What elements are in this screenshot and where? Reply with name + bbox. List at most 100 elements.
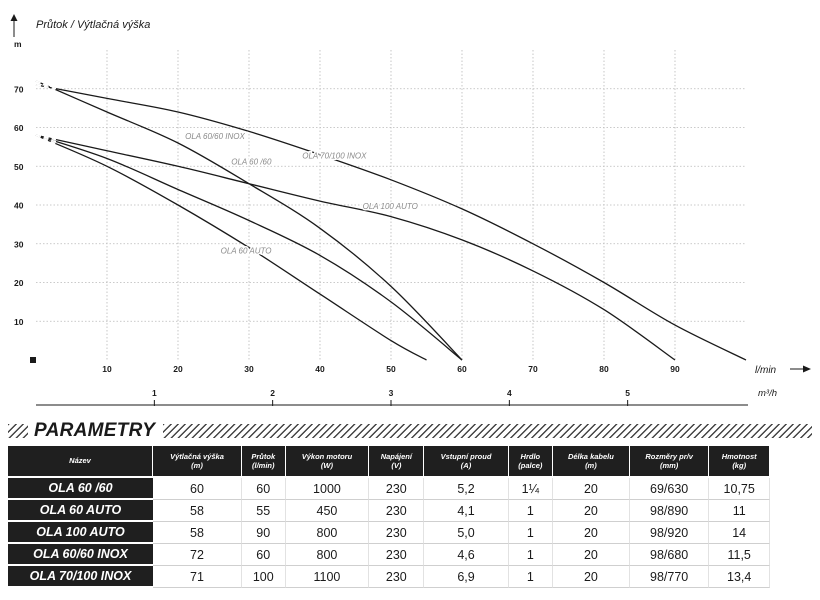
curve-line-4 <box>35 80 463 361</box>
table-cell: 98/770 <box>629 566 710 588</box>
table-cell: 20 <box>552 566 630 588</box>
secondary-x-tick-label: 5 <box>625 388 630 398</box>
table-cell: 98/680 <box>629 544 710 566</box>
column-header-unit: (m) <box>585 461 597 470</box>
column-header-label: Průtok <box>251 451 276 461</box>
table-cell: 450 <box>285 500 370 522</box>
curve-start-dash <box>35 84 57 90</box>
table-cell: 4,6 <box>424 544 509 566</box>
column-header-unit: (palce) <box>518 461 543 470</box>
column-header-label: Hmotnost <box>721 451 757 461</box>
column-header-unit: (m) <box>191 461 203 470</box>
column-header-unit: (l/min) <box>252 461 275 470</box>
table-cell: 10,75 <box>709 478 770 500</box>
x-tick-label: 20 <box>173 364 183 374</box>
table-row: OLA 60/60 INOX 72 60 800 230 4,6 1 20 98/680 11,5 <box>8 544 770 566</box>
table-cell: 60 <box>241 544 286 566</box>
table-cell: 13,4 <box>709 566 770 588</box>
column-header-unit: (V) <box>391 461 402 470</box>
column-header: Hmotnost (kg) <box>709 446 770 478</box>
table-cell: 58 <box>153 500 242 522</box>
table-cell: 800 <box>285 544 370 566</box>
parameters-title: PARAMETRY <box>34 420 156 441</box>
curve-label: OLA 100 AUTO <box>363 202 418 211</box>
table-row: OLA 100 AUTO 58 90 800 230 5,0 1 20 98/920 14 <box>8 522 770 544</box>
table-cell: 11,5 <box>709 544 770 566</box>
chart-labels: OLA 60 /60 OLA 60 AUTO OLA 100 AUTO OLA 60/… <box>184 131 420 257</box>
y-tick-label: 10 <box>14 317 24 327</box>
x-tick-label: 90 <box>670 364 680 374</box>
parameters-section-header: PARAMETRY <box>8 420 812 442</box>
y-tick-label: 30 <box>14 239 24 249</box>
x-tick-label: 70 <box>528 364 538 374</box>
chart-axes: 10 20 30 40 50 60 70 10 20 30 40 50 60 70 80 90 Průtok /… <box>10 14 811 406</box>
table-cell: 1100 <box>285 566 370 588</box>
table-cell: 230 <box>369 566 425 588</box>
table-cell: 800 <box>285 522 370 544</box>
column-header-label: Výkon motoru <box>301 451 353 461</box>
table-cell: 55 <box>241 500 286 522</box>
x-tick-label: 60 <box>457 364 467 374</box>
table-cell: 60 <box>153 478 242 500</box>
origin-marker <box>30 357 36 363</box>
column-header: Hrdlo (palce) <box>508 446 553 478</box>
table-cell: 72 <box>153 544 242 566</box>
table-cell: 20 <box>552 522 630 544</box>
column-header: Průtok (l/min) <box>241 446 286 478</box>
column-header: Rozměry pr/v (mm) <box>629 446 710 478</box>
y-tick-label: 20 <box>14 278 24 288</box>
curve-dash-mask <box>35 79 59 86</box>
secondary-x-tick-label: 2 <box>270 388 275 398</box>
x-tick-label: 10 <box>102 364 112 374</box>
table-cell: 4,1 <box>424 500 509 522</box>
column-header-unit: (W) <box>320 461 333 470</box>
column-header-unit: (mm) <box>659 461 679 470</box>
table-cell: 1 <box>508 566 553 588</box>
column-header: Délka kabelu (m) <box>552 446 630 478</box>
product-name-cell: OLA 100 AUTO <box>8 522 153 544</box>
table-cell: 98/920 <box>629 522 710 544</box>
column-header-label: Délka kabelu <box>567 451 614 461</box>
column-header-label: Vstupní proud <box>440 451 492 461</box>
y-axis-title: Průtok / Výtlačná výška <box>36 19 150 31</box>
table-cell: 1 <box>508 522 553 544</box>
column-header-label: Napájení <box>380 451 412 461</box>
column-header: Výtlačná výška (m) <box>153 446 242 478</box>
product-name-cell: OLA 70/100 INOX <box>8 566 153 588</box>
product-name-cell: OLA 60 /60 <box>8 478 153 500</box>
x-tick-label: 80 <box>599 364 609 374</box>
table-row: OLA 60 AUTO 58 55 450 230 4,1 1 20 98/890 11 <box>8 500 770 522</box>
table-cell: 5,0 <box>424 522 509 544</box>
column-header-label: Název <box>69 456 91 466</box>
secondary-x-tick-label: 1 <box>152 388 157 398</box>
table-cell: 58 <box>153 522 242 544</box>
curve-label: OLA 60 /60 <box>231 157 272 166</box>
table-cell: 6,9 <box>424 566 509 588</box>
column-header-label: Výtlačná výška <box>170 451 224 461</box>
column-header: Vstupní proud (A) <box>424 446 509 478</box>
column-header-unit: (kg) <box>732 461 747 470</box>
table-cell: 69/630 <box>629 478 710 500</box>
pump-curve-chart: 10 20 30 40 50 60 70 10 20 30 40 50 60 70 80 90 Průtok /… <box>10 14 811 406</box>
secondary-x-tick-label: 3 <box>389 388 394 398</box>
table-cell: 20 <box>552 500 630 522</box>
curve-line-2 <box>35 134 427 361</box>
x-tick-label: 50 <box>386 364 396 374</box>
parameters-table: Název Výtlačná výška (m) Průtok (l/min) Výkon… <box>8 446 770 588</box>
curve-start-dash <box>35 134 57 141</box>
y-axis-unit: m <box>14 39 22 49</box>
curve-line-1 <box>35 134 463 361</box>
y-tick-label: 50 <box>14 162 24 172</box>
table-cell: 230 <box>369 522 425 544</box>
table-cell: 98/890 <box>629 500 710 522</box>
table-cell: 1 <box>508 500 553 522</box>
product-name-cell: OLA 60/60 INOX <box>8 544 153 566</box>
hatch-decoration-left <box>8 424 28 438</box>
table-cell: 1¼ <box>508 478 553 500</box>
column-header: Výkon motoru (W) <box>285 446 370 478</box>
x-axis-arrow-icon <box>803 365 811 373</box>
x-tick-label: 40 <box>315 364 325 374</box>
curve-label: OLA 60 AUTO <box>221 246 272 255</box>
column-header: Název <box>8 446 153 478</box>
pump-curves <box>35 79 747 361</box>
